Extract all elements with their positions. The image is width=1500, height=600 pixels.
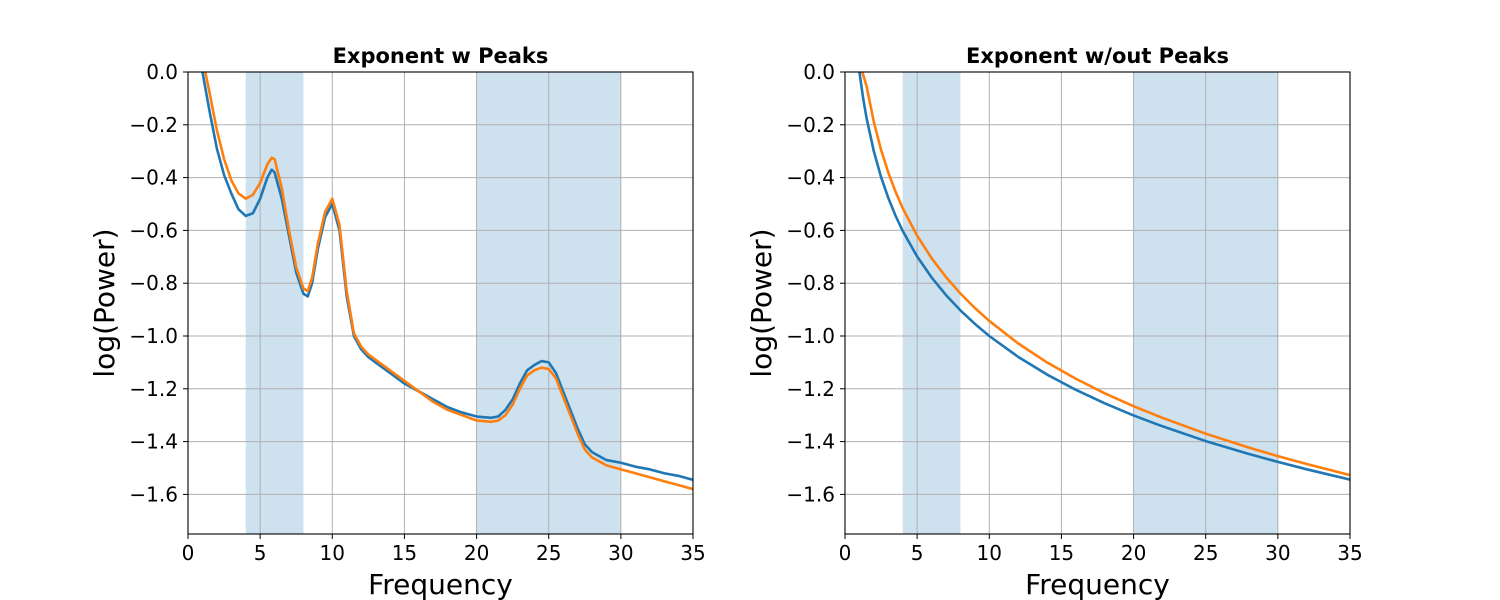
series-line-2 — [861, 72, 1350, 477]
y-tick-label: −0.4 — [786, 166, 835, 190]
y-tick-label: −0.8 — [786, 271, 835, 295]
chart-panel-1: 0 5 10 15 20 25 30 35 0.0 −0.2 −0.4 −0.6 −0.8 −1.0 −1.… — [88, 44, 706, 600]
x-tick-label: 20 — [464, 541, 489, 565]
y-axis-label: log(Power) — [88, 228, 121, 377]
series-line-1 — [858, 72, 1350, 481]
x-tick-label: 5 — [254, 541, 267, 565]
chart-title: Exponent w Peaks — [333, 44, 549, 68]
x-tick-label: 20 — [1121, 541, 1146, 565]
y-tick-label: −1.4 — [129, 430, 178, 454]
x-tick-label: 25 — [536, 541, 561, 565]
x-tick-label: 0 — [182, 541, 195, 565]
x-tick-label: 15 — [392, 541, 417, 565]
series-line-2 — [204, 72, 693, 491]
x-tick-label: 10 — [320, 541, 345, 565]
chart-title: Exponent w/out Peaks — [966, 44, 1229, 68]
y-tick-label: 0.0 — [803, 60, 835, 84]
x-tick-label: 35 — [680, 541, 705, 565]
x-tick-label: 15 — [1049, 541, 1074, 565]
x-axis-label: Frequency — [1025, 568, 1170, 600]
x-tick-label: 30 — [608, 541, 633, 565]
chart-panel-2: 0 5 10 15 20 25 30 35 0.0 −0.2 −0.4 −0.6 −0.8 −1.0 −1.… — [745, 44, 1363, 600]
shaded-band-1 — [245, 72, 304, 534]
y-tick-label: −0.6 — [786, 218, 835, 242]
y-tick-label: −0.6 — [129, 218, 178, 242]
x-tick-label: 25 — [1193, 541, 1218, 565]
x-tick-label: 10 — [977, 541, 1002, 565]
x-tick-label: 30 — [1265, 541, 1290, 565]
axes-frame — [187, 71, 694, 535]
y-tick-label: −1.6 — [129, 482, 178, 506]
y-axis-label: log(Power) — [745, 228, 778, 377]
y-tick-label: −0.2 — [129, 113, 178, 137]
y-tick-label: −0.4 — [129, 166, 178, 190]
axes-frame — [844, 71, 1351, 535]
y-tick-label: −1.6 — [786, 482, 835, 506]
x-tick-label: 0 — [839, 541, 852, 565]
y-tick-label: −1.0 — [129, 324, 178, 348]
y-tick-label: −0.2 — [786, 113, 835, 137]
series-line-1 — [201, 72, 693, 482]
shaded-band-1 — [902, 72, 961, 534]
y-tick-label: 0.0 — [146, 60, 178, 84]
y-tick-label: −1.4 — [786, 430, 835, 454]
x-axis-label: Frequency — [368, 568, 513, 600]
y-tick-label: −1.2 — [786, 377, 835, 401]
y-tick-label: −1.0 — [786, 324, 835, 348]
y-tick-label: −1.2 — [129, 377, 178, 401]
y-tick-label: −0.8 — [129, 271, 178, 295]
x-tick-label: 5 — [911, 541, 924, 565]
x-tick-label: 35 — [1337, 541, 1362, 565]
